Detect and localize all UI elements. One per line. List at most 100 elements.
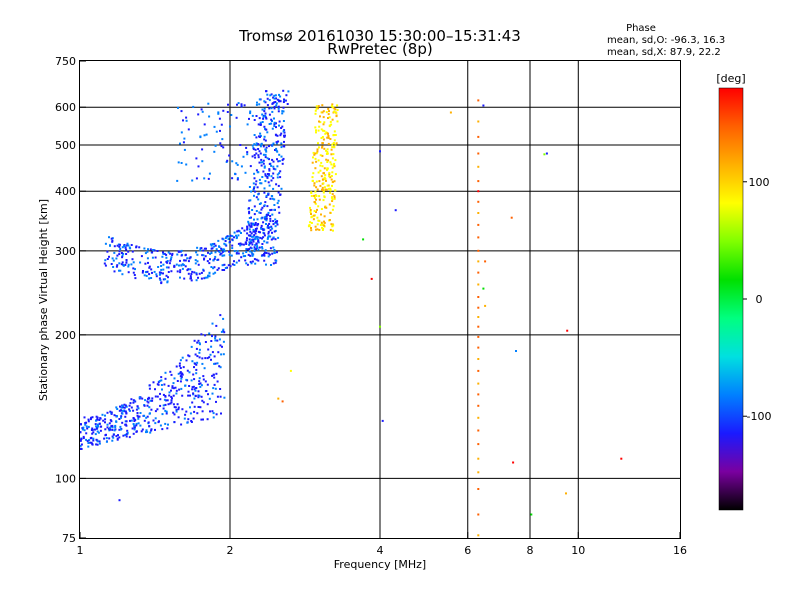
data-point [195, 363, 198, 366]
data-point [197, 396, 200, 399]
colorbar-label: [deg] [716, 72, 745, 85]
data-point [176, 403, 179, 406]
data-point [97, 425, 99, 428]
data-point [133, 424, 136, 427]
data-point [161, 413, 164, 416]
data-point [245, 243, 248, 245]
data-point [89, 437, 92, 440]
data-point [324, 206, 326, 209]
data-point [89, 441, 92, 444]
data-point [259, 202, 262, 205]
data-point [231, 263, 234, 266]
data-point [276, 158, 278, 161]
data-point [114, 424, 117, 427]
data-point [79, 447, 82, 450]
data-point [330, 123, 333, 126]
data-point [278, 93, 280, 96]
data-point [255, 258, 258, 261]
data-point [121, 273, 124, 276]
data-point [218, 251, 221, 253]
data-point [247, 234, 250, 237]
data-point [161, 388, 163, 391]
data-point [124, 415, 127, 418]
data-point [212, 373, 215, 376]
data-point [248, 212, 251, 215]
data-points [79, 89, 623, 537]
data-point [85, 432, 88, 435]
data-point [136, 412, 139, 414]
data-point [234, 172, 236, 175]
data-point [278, 120, 281, 123]
y-tick-label: 750 [55, 55, 76, 68]
data-point [319, 115, 321, 118]
data-point [258, 98, 261, 101]
data-point [155, 275, 158, 278]
data-point [118, 409, 121, 412]
data-point [282, 110, 285, 113]
data-point [254, 237, 257, 240]
data-point [277, 206, 280, 209]
data-point [221, 345, 223, 348]
data-point [316, 148, 319, 151]
data-point [178, 264, 180, 267]
data-point [318, 120, 320, 123]
data-point [335, 115, 338, 118]
data-point [198, 272, 201, 275]
data-point [87, 418, 90, 421]
data-point [267, 236, 269, 239]
data-point [196, 412, 199, 415]
data-point [272, 220, 275, 223]
data-point [246, 153, 249, 156]
data-point [221, 254, 224, 257]
data-point [484, 260, 487, 263]
data-point [264, 180, 267, 183]
data-point [274, 218, 277, 221]
data-point [331, 166, 334, 169]
data-point [248, 241, 251, 244]
data-point [212, 267, 215, 270]
data-point [477, 99, 480, 102]
data-point [278, 172, 281, 175]
data-point [257, 156, 260, 159]
data-point [200, 108, 203, 111]
data-point [162, 393, 165, 396]
data-point [217, 258, 220, 261]
data-point [161, 255, 164, 258]
data-point [199, 385, 202, 388]
data-point [330, 223, 333, 226]
data-point [279, 95, 282, 98]
data-point [279, 176, 282, 179]
data-point [162, 404, 165, 407]
data-point [123, 403, 126, 406]
data-point [143, 419, 146, 422]
data-point [274, 168, 277, 171]
data-point [125, 405, 128, 408]
data-point [213, 245, 216, 248]
data-point [319, 169, 322, 172]
data-point [195, 251, 198, 254]
data-point [283, 129, 286, 132]
data-point [198, 394, 201, 397]
data-point [327, 107, 330, 110]
data-point [215, 372, 218, 375]
data-point [267, 211, 270, 214]
data-point [277, 191, 280, 194]
data-point [321, 229, 324, 231]
data-point [179, 367, 182, 369]
data-point [115, 406, 118, 409]
data-point [200, 247, 203, 250]
data-point [177, 416, 180, 419]
data-point [137, 415, 140, 418]
data-point [135, 408, 138, 411]
data-point [215, 413, 218, 416]
data-point [156, 383, 159, 386]
data-point [149, 399, 152, 402]
data-point [132, 261, 135, 264]
data-point [248, 210, 251, 213]
data-point [113, 429, 116, 432]
data-point [379, 150, 381, 153]
data-point [157, 266, 160, 268]
data-point [193, 378, 196, 381]
data-point [190, 379, 193, 382]
data-point [106, 426, 109, 429]
